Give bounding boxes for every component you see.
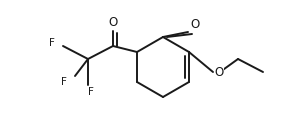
Text: O: O — [214, 66, 223, 79]
Text: F: F — [49, 38, 55, 48]
Text: O: O — [108, 16, 118, 29]
Text: O: O — [190, 18, 200, 31]
Text: F: F — [61, 77, 67, 87]
Text: F: F — [88, 87, 94, 97]
